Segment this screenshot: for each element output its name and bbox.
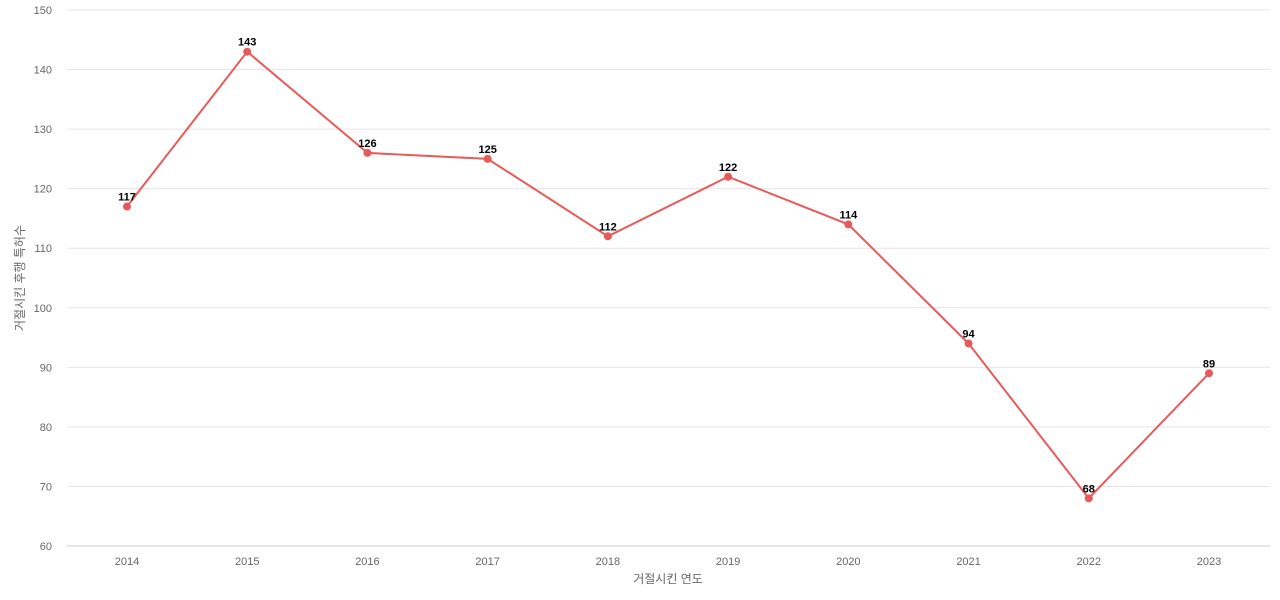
- data-point: [1205, 369, 1213, 378]
- data-label: 126: [358, 138, 376, 150]
- data-point: [363, 148, 372, 157]
- y-tick-label: 150: [34, 5, 52, 17]
- data-point: [243, 47, 252, 56]
- x-tick-label: 2023: [1197, 556, 1221, 568]
- data-labels: 117 143 126 125 112 122 114 94 68 89: [118, 37, 1215, 496]
- data-point: [964, 339, 973, 348]
- y-tick-label: 110: [34, 243, 52, 255]
- x-tick-label: 2015: [235, 556, 259, 568]
- x-tick-label: 2022: [1077, 556, 1101, 568]
- y-tick-label: 70: [40, 481, 52, 493]
- data-label: 117: [118, 192, 136, 204]
- y-axis-ticks: 60 70 80 90 100 110 120 130 140 150: [34, 5, 52, 553]
- data-label: 89: [1203, 358, 1215, 370]
- data-point: [483, 154, 492, 163]
- x-tick-label: 2017: [475, 556, 499, 568]
- x-tick-label: 2014: [115, 556, 139, 568]
- x-tick-label: 2018: [596, 556, 620, 568]
- series-line: [126, 50, 1210, 500]
- y-tick-label: 120: [34, 184, 52, 196]
- data-label: 114: [839, 209, 858, 221]
- grid-lines: [67, 9, 1270, 547]
- y-tick-label: 60: [40, 541, 52, 553]
- y-tick-label: 80: [40, 422, 52, 434]
- y-axis-title: 거절시킨 후행 특허수: [12, 225, 27, 331]
- data-label: 143: [238, 37, 256, 49]
- data-point: [603, 232, 612, 241]
- x-tick-label: 2021: [956, 556, 980, 568]
- data-point: [724, 172, 733, 181]
- data-label: 122: [719, 162, 737, 174]
- y-tick-label: 140: [34, 65, 52, 77]
- y-tick-label: 130: [34, 124, 52, 136]
- y-tick-label: 100: [34, 303, 52, 315]
- data-label: 68: [1083, 483, 1095, 495]
- x-tick-label: 2019: [716, 556, 740, 568]
- data-label: 125: [478, 144, 496, 156]
- data-label: 94: [962, 329, 975, 341]
- x-axis-title: 거절시킨 연도: [633, 572, 703, 586]
- data-label: 112: [599, 221, 617, 233]
- x-axis-ticks: 2014 2015 2016 2017 2018 2019 2020 2021 2022 2023: [115, 556, 1221, 568]
- data-points: [123, 47, 1213, 503]
- data-point: [844, 220, 853, 229]
- data-point: [1084, 494, 1093, 503]
- data-point: [123, 202, 131, 211]
- x-tick-label: 2020: [836, 556, 860, 568]
- y-tick-label: 90: [40, 362, 52, 374]
- x-tick-label: 2016: [355, 556, 379, 568]
